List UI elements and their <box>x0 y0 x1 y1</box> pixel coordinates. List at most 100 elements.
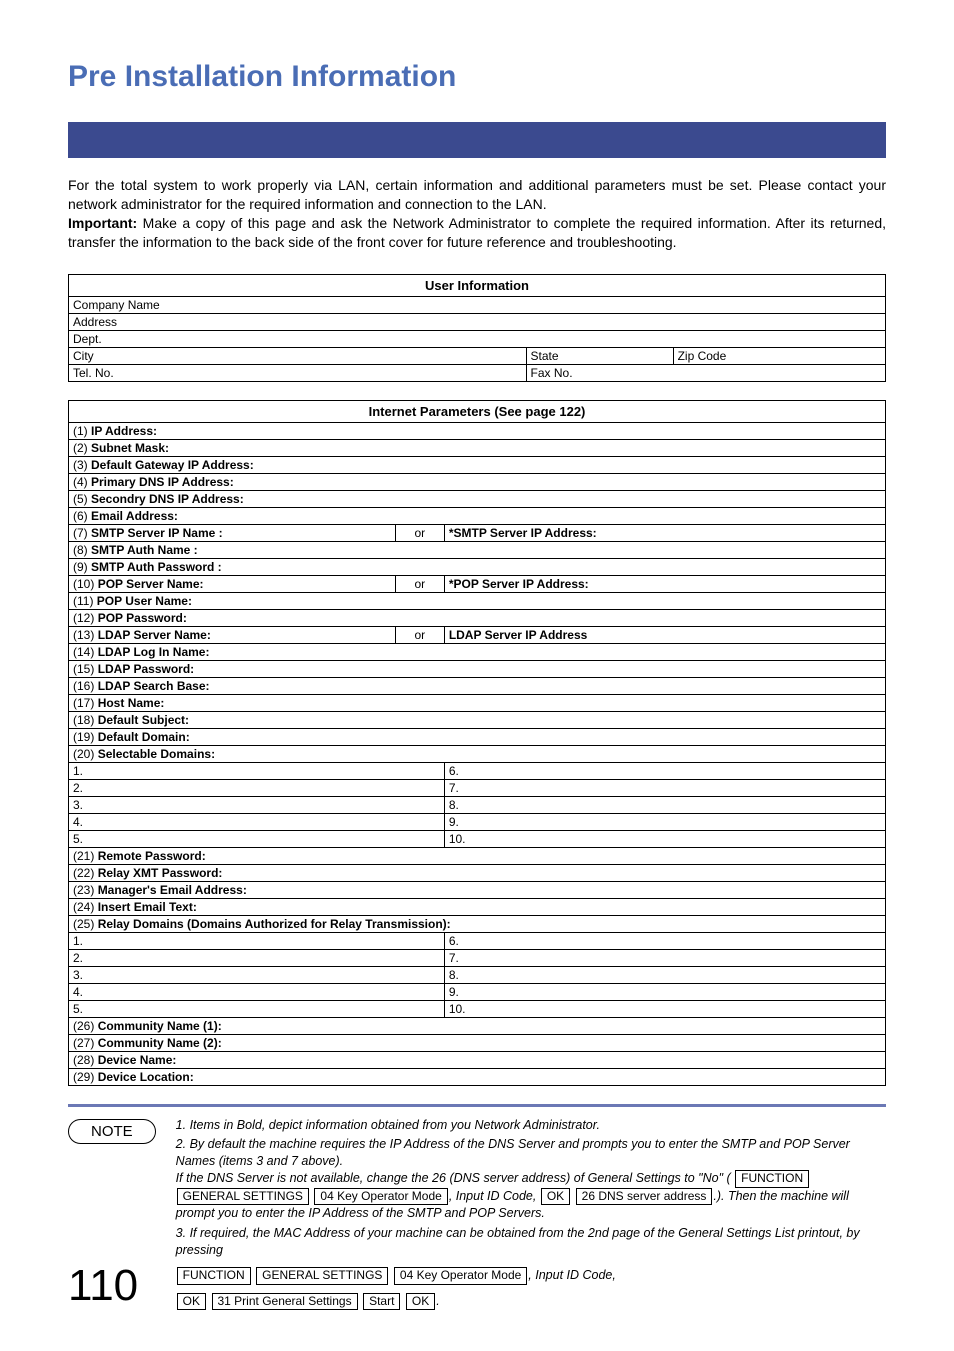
sd-4: 4. <box>69 813 445 830</box>
row-ldap-name: (13) LDAP Server Name: <box>69 626 396 643</box>
pfx: (7) <box>73 526 91 540</box>
pfx: (9) <box>73 560 91 574</box>
page-number: 110 <box>68 1261 138 1311</box>
lbl: Primary DNS IP Address: <box>91 475 234 489</box>
lbl: Relay Domains (Domains Authorized for Re… <box>98 917 451 931</box>
rd-6: 6. <box>444 932 885 949</box>
params-header: Internet Parameters (See page 122) <box>69 400 886 422</box>
pfx: (8) <box>73 543 91 557</box>
row-remote-pw: (21) Remote Password: <box>69 847 886 864</box>
row-host: (17) Host Name: <box>69 694 886 711</box>
lbl: IP Address: <box>91 424 157 438</box>
lbl: LDAP Password: <box>98 662 194 676</box>
row-smtp-auth-pw: (9) SMTP Auth Password : <box>69 558 886 575</box>
row-sel-domains: (20) Selectable Domains: <box>69 745 886 762</box>
sd-7: 7. <box>444 779 885 796</box>
sd-6: 6. <box>444 762 885 779</box>
note-2a: 2. By default the machine requires the I… <box>176 1137 850 1168</box>
lbl: Host Name: <box>98 696 165 710</box>
rd-1: 1. <box>69 932 445 949</box>
note-pill: NOTE <box>68 1119 156 1144</box>
section-rule <box>68 1104 886 1107</box>
rd-3: 3. <box>69 966 445 983</box>
row-def-subject: (18) Default Subject: <box>69 711 886 728</box>
row-primary-dns: (4) Primary DNS IP Address: <box>69 473 886 490</box>
lbl: Insert Email Text: <box>98 900 197 914</box>
lbl: LDAP Server IP Address <box>449 628 588 642</box>
row-company: Company Name <box>69 296 886 313</box>
row-subnet: (2) Subnet Mask: <box>69 439 886 456</box>
lbl: Secondry DNS IP Address: <box>91 492 244 506</box>
lbl: Community Name (2): <box>98 1036 222 1050</box>
row-device-loc: (29) Device Location: <box>69 1068 886 1085</box>
btn-print: 31 Print General Settings <box>212 1293 358 1311</box>
row-ip: (1) IP Address: <box>69 422 886 439</box>
lbl: SMTP Auth Password : <box>91 560 222 574</box>
btn-keyop: 04 Key Operator Mode <box>314 1188 447 1206</box>
row-pop-user: (11) POP User Name: <box>69 592 886 609</box>
row-state: State <box>526 347 673 364</box>
note-section: NOTE 1. Items in Bold, depict informatio… <box>68 1117 886 1314</box>
btn-ok-3: OK <box>406 1293 435 1311</box>
row-city: City <box>69 347 527 364</box>
row-mgr-email: (23) Manager's Email Address: <box>69 881 886 898</box>
pfx: (28) <box>73 1053 98 1067</box>
btn-start: Start <box>363 1293 400 1311</box>
or-cell: or <box>395 575 444 592</box>
intro-paragraph: For the total system to work properly vi… <box>68 176 886 252</box>
lbl: Default Domain: <box>98 730 190 744</box>
header-bar <box>68 122 886 158</box>
pfx: (25) <box>73 917 98 931</box>
row-smtp-addr: *SMTP Server IP Address: <box>444 524 885 541</box>
btn-dns: 26 DNS server address <box>576 1188 713 1206</box>
lbl: *SMTP Server IP Address: <box>449 526 597 540</box>
note-2: 2. By default the machine requires the I… <box>176 1136 886 1222</box>
row-dept: Dept. <box>69 330 886 347</box>
lbl: Selectable Domains: <box>98 747 215 761</box>
lbl: Default Gateway IP Address: <box>91 458 254 472</box>
lbl: LDAP Search Base: <box>98 679 210 693</box>
lbl: Community Name (1): <box>98 1019 222 1033</box>
pfx: (27) <box>73 1036 98 1050</box>
lbl: SMTP Auth Name : <box>91 543 198 557</box>
rd-7: 7. <box>444 949 885 966</box>
lbl: Email Address: <box>91 509 178 523</box>
pfx: (19) <box>73 730 98 744</box>
row-email: (6) Email Address: <box>69 507 886 524</box>
row-insert-text: (24) Insert Email Text: <box>69 898 886 915</box>
row-device-name: (28) Device Name: <box>69 1051 886 1068</box>
pfx: (18) <box>73 713 98 727</box>
row-pop-name: (10) POP Server Name: <box>69 575 396 592</box>
pfx: (12) <box>73 611 98 625</box>
lbl: Relay XMT Password: <box>98 866 223 880</box>
page-title: Pre Installation Information <box>68 60 886 94</box>
row-smtp-auth-name: (8) SMTP Auth Name : <box>69 541 886 558</box>
row-zip: Zip Code <box>673 347 885 364</box>
row-smtp-name: (7) SMTP Server IP Name : <box>69 524 396 541</box>
note-2b: If the DNS Server is not available, chan… <box>176 1171 731 1185</box>
rd-10: 10. <box>444 1000 885 1017</box>
pfx: (17) <box>73 696 98 710</box>
lbl: LDAP Log In Name: <box>98 645 210 659</box>
pfx: (2) <box>73 441 91 455</box>
sd-5: 5. <box>69 830 445 847</box>
pfx: (24) <box>73 900 98 914</box>
row-secondary-dns: (5) Secondry DNS IP Address: <box>69 490 886 507</box>
lbl: Remote Password: <box>98 849 206 863</box>
btn-ok: OK <box>541 1188 570 1206</box>
pfx: (13) <box>73 628 98 642</box>
rd-8: 8. <box>444 966 885 983</box>
pfx: (6) <box>73 509 91 523</box>
important-label: Important: <box>68 215 137 231</box>
row-relay-domains: (25) Relay Domains (Domains Authorized f… <box>69 915 886 932</box>
lbl: Device Location: <box>98 1070 194 1084</box>
user-info-table: User Information Company Name Address De… <box>68 274 886 382</box>
rd-2: 2. <box>69 949 445 966</box>
pfx: (14) <box>73 645 98 659</box>
row-ldap-pw: (15) LDAP Password: <box>69 660 886 677</box>
sd-2: 2. <box>69 779 445 796</box>
pfx: (1) <box>73 424 91 438</box>
pfx: (23) <box>73 883 98 897</box>
row-address: Address <box>69 313 886 330</box>
note-3a: 3. If required, the MAC Address of your … <box>176 1226 860 1257</box>
